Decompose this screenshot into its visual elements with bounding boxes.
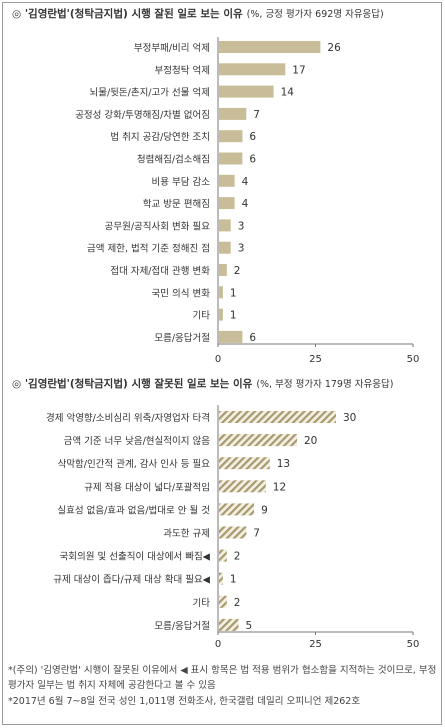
neg-value-label-2: 13 <box>277 458 290 470</box>
pos-category-label-6: 비용 부담 감소 <box>152 176 211 188</box>
neg-bar-7 <box>219 572 223 585</box>
neg-value-label-6: 2 <box>234 551 241 563</box>
pos-category-label-7: 학교 방문 편해짐 <box>143 198 210 210</box>
pos-category-label-1: 부정청탁 억제 <box>155 64 210 76</box>
pos-category-label-12: 기타 <box>193 311 211 322</box>
neg-category-label-3: 규제 적용 대상이 넓다/포괄적임 <box>84 481 210 493</box>
pos-x-tick-label-1: 25 <box>309 354 322 365</box>
pos-value-label-10: 2 <box>234 265 241 277</box>
pos-value-label-0: 26 <box>327 42 341 54</box>
neg-title-text: ◎ '김영란법'(청탁금지법) 시행 잘못된 일로 보는 이유 <box>12 377 253 390</box>
pos-bar-8 <box>219 219 231 232</box>
pos-category-label-10: 접대 자제/접대 관행 변화 <box>110 265 210 277</box>
neg-value-label-5: 7 <box>253 528 260 540</box>
neg-bar-5 <box>219 526 247 539</box>
pos-title-text: ◎ '김영란법'(청탁금지법) 시행 잘된 일로 보는 이유 <box>12 7 243 20</box>
pos-value-label-13: 6 <box>249 332 256 344</box>
neg-category-label-2: 삭막함/인간적 관계, 감사 인사 등 필요 <box>58 458 211 470</box>
neg-x-tick-label-2: 50 <box>407 639 420 650</box>
pos-category-label-0: 부정부패/비리 억제 <box>134 42 210 54</box>
neg-bar-8 <box>219 595 227 608</box>
neg-category-label-8: 기타 <box>193 598 211 609</box>
pos-bar-7 <box>219 197 235 210</box>
pos-bar-0 <box>219 41 321 53</box>
neg-x-tick-label-1: 25 <box>309 639 322 650</box>
neg-category-label-5: 과도한 규제 <box>163 529 210 540</box>
neg-bar-6 <box>219 549 227 562</box>
neg-value-label-3: 12 <box>273 481 286 493</box>
pos-category-label-4: 법 취지 공감/당연한 조치 <box>110 131 210 143</box>
pos-bar-4 <box>219 130 243 143</box>
pos-subtitle-text: (%, 긍정 평가자 692명 자유응답) <box>247 8 384 20</box>
pos-x-tick-label-2: 50 <box>407 354 420 365</box>
neg-category-label-1: 금액 기준 너무 낮음/현실적이지 않음 <box>64 435 211 447</box>
neg-bar-3 <box>219 480 266 493</box>
pos-value-label-8: 3 <box>238 220 245 232</box>
pos-bar-6 <box>219 174 235 187</box>
pos-bar-10 <box>219 264 227 276</box>
pos-category-label-8: 공무원/공직사회 변화 필요 <box>105 220 211 232</box>
pos-value-label-4: 6 <box>249 131 256 143</box>
pos-bar-9 <box>219 241 231 254</box>
pos-value-label-7: 4 <box>242 198 249 210</box>
neg-category-label-7: 규제 대상이 좁다/규제 대상 확대 필요◀ <box>53 574 210 586</box>
pos-value-label-3: 7 <box>253 109 260 121</box>
neg-category-label-4: 실효성 없음/효과 없음/법대로 안 될 것 <box>57 504 210 516</box>
pos-bar-13 <box>219 330 243 343</box>
pos-category-label-5: 청렴해짐/검소해짐 <box>137 154 210 166</box>
pos-category-label-3: 공정성 강화/투명해짐/차별 없어짐 <box>75 109 210 121</box>
pos-bar-2 <box>219 85 274 98</box>
neg-value-label-4: 9 <box>261 504 268 516</box>
neg-category-label-9: 모름/응답거절 <box>154 620 210 632</box>
neg-bar-0 <box>219 411 336 423</box>
footnote-survey: *2017년 6월 7~8일 전국 성인 1,011명 전화조사, 한국갤럽 데… <box>8 696 361 707</box>
neg-category-label-6: 국회의원 및 선출직이 대상에서 빠짐◀ <box>60 551 211 563</box>
neg-value-label-7: 1 <box>230 574 237 586</box>
pos-value-label-12: 1 <box>230 310 237 322</box>
pos-value-label-5: 6 <box>249 154 256 166</box>
pos-value-label-1: 17 <box>292 64 305 76</box>
neg-chart-title: ◎ '김영란법'(청탁금지법) 시행 잘못된 일로 보는 이유 (%, 부정 평가… <box>12 377 393 390</box>
pos-value-label-9: 3 <box>238 243 245 255</box>
neg-bar-4 <box>219 503 255 516</box>
neg-bar-2 <box>219 457 270 470</box>
neg-subtitle-text: (%, 부정 평가자 179명 자유응답) <box>256 378 393 390</box>
neg-value-label-0: 30 <box>343 412 356 424</box>
pos-bar-11 <box>219 286 223 299</box>
pos-chart-title: ◎ '김영란법'(청탁금지법) 시행 잘된 일로 보는 이유 (%, 긍정 평가자… <box>12 7 384 20</box>
neg-bar-9 <box>219 618 239 631</box>
pos-value-label-6: 4 <box>242 176 249 188</box>
neg-value-label-1: 20 <box>304 435 317 447</box>
neg-value-label-8: 2 <box>234 597 241 609</box>
pos-bar-12 <box>219 308 223 321</box>
neg-x-tick-label-0: 0 <box>215 639 221 650</box>
pos-value-label-11: 1 <box>230 287 237 299</box>
pos-x-tick-label-0: 0 <box>215 354 221 365</box>
pos-bar-5 <box>219 152 243 165</box>
pos-category-label-2: 뇌물/뒷돈/촌지/고가 선물 억제 <box>89 87 210 99</box>
pos-value-label-2: 14 <box>281 87 295 99</box>
pos-bar-1 <box>219 63 286 76</box>
footnote-caution: *(주의) '김영란법' 시행이 잘못된 이유에서 ◀ 표시 항목은 법 적용 … <box>8 665 437 691</box>
neg-bar-1 <box>219 434 297 447</box>
pos-category-label-13: 모름/응답거절 <box>154 332 210 344</box>
pos-category-label-11: 국민 의식 변화 <box>152 288 211 299</box>
pos-category-label-9: 금액 제한, 법적 기준 정해진 점 <box>87 243 210 255</box>
pos-bar-3 <box>219 107 247 120</box>
neg-value-label-9: 5 <box>246 620 253 632</box>
neg-category-label-0: 경제 악영향/소비심리 위축/자영업자 타격 <box>46 412 210 424</box>
